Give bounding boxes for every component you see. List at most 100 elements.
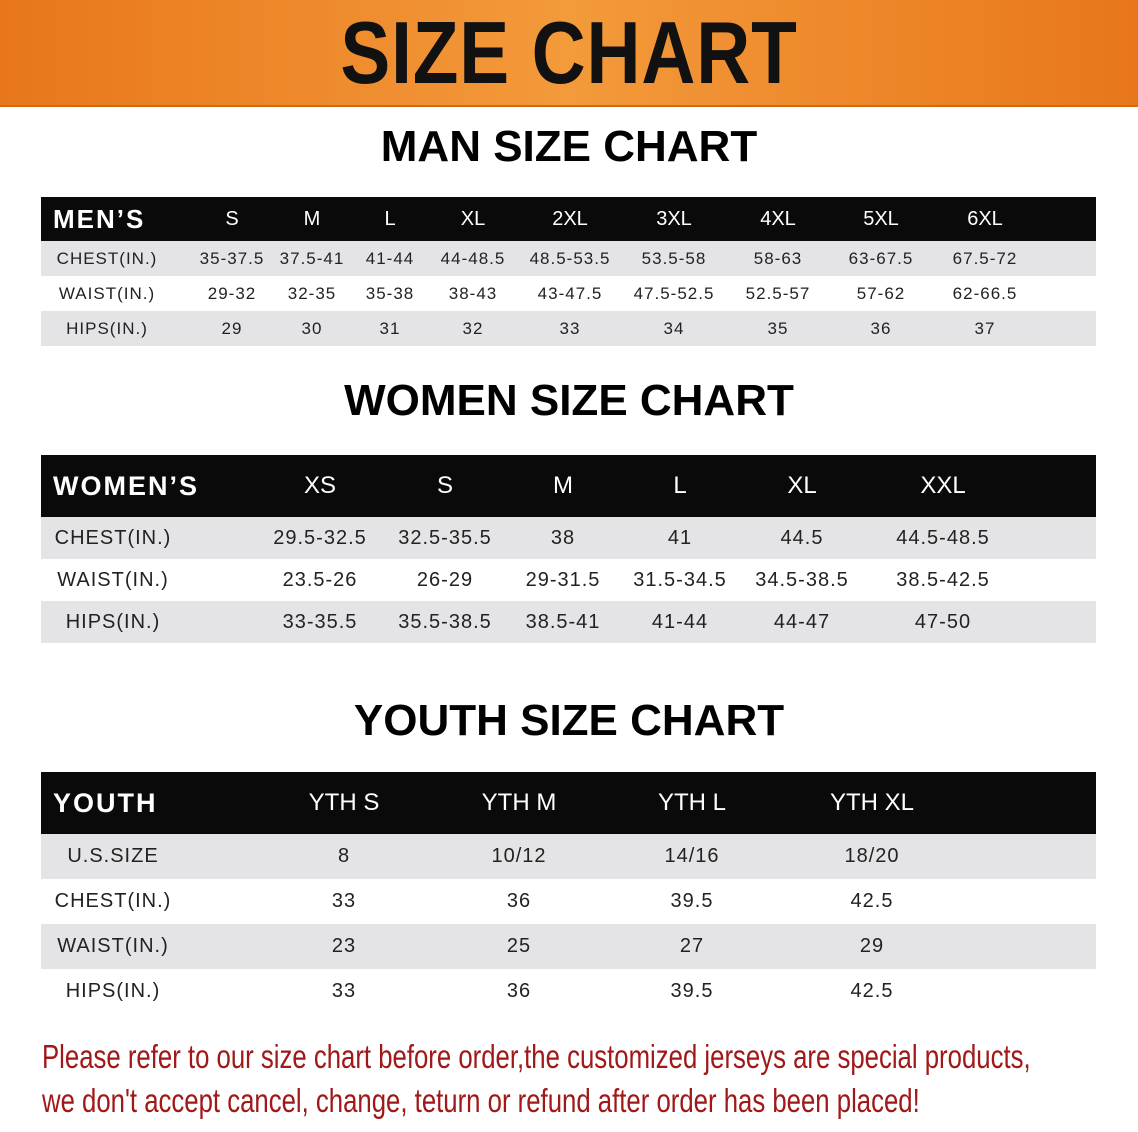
table-cell: 63-67.5 bbox=[848, 248, 914, 268]
table-cell: 23.5-26 bbox=[282, 568, 358, 591]
row-label: WAIST(IN.) bbox=[57, 935, 169, 957]
table-cell: 29-32 bbox=[207, 283, 257, 303]
table-cell: 42.5 bbox=[850, 890, 894, 912]
table-cell: 33 bbox=[331, 980, 357, 1002]
table-cell: 47.5-52.5 bbox=[633, 283, 715, 303]
youth-size-table: YOUTH YTH S YTH M YTH L YTH XL U.S.SIZE 8 10/12… bbox=[41, 772, 1096, 1015]
size-column-header: L bbox=[673, 472, 687, 499]
table-cell: 33-35.5 bbox=[282, 610, 358, 633]
size-column-header: XL bbox=[787, 472, 817, 499]
table-cell: 33 bbox=[331, 890, 357, 912]
row-label: HIPS(IN.) bbox=[66, 318, 148, 338]
table-cell: 38.5-42.5 bbox=[896, 568, 990, 591]
table-cell: 35-37.5 bbox=[199, 248, 265, 268]
size-column-header: YTH XL bbox=[829, 789, 915, 816]
table-cell: 26-29 bbox=[416, 568, 474, 591]
table-cell: 35-38 bbox=[365, 283, 415, 303]
table-cell: 67.5-72 bbox=[952, 248, 1018, 268]
size-column-header: M bbox=[553, 472, 573, 499]
notice-line-1: Please refer to our size chart before or… bbox=[42, 1038, 1031, 1075]
table-cell: 29.5-32.5 bbox=[273, 526, 367, 549]
youth-section-title: YOUTH SIZE CHART bbox=[353, 696, 785, 745]
table-header-label: YOUTH bbox=[53, 787, 158, 818]
table-cell: 32.5-35.5 bbox=[398, 526, 492, 549]
row-label: WAIST(IN.) bbox=[58, 283, 156, 303]
table-cell: 62-66.5 bbox=[952, 283, 1018, 303]
table-cell: 36 bbox=[506, 980, 532, 1002]
table-cell: 41 bbox=[667, 526, 693, 549]
table-row: WAIST(IN.) 23 25 27 29 bbox=[41, 924, 1096, 969]
table-cell: 58-63 bbox=[753, 248, 803, 268]
table-cell: 43-47.5 bbox=[537, 283, 603, 303]
table-row: WAIST(IN.) 29-32 32-35 35-38 38-43 43-47.5 47.… bbox=[41, 276, 1096, 311]
table-cell: 41-44 bbox=[365, 248, 415, 268]
table-cell: 31 bbox=[379, 318, 401, 338]
table-cell: 38-43 bbox=[448, 283, 498, 303]
row-label: CHEST(IN.) bbox=[54, 890, 172, 912]
table-cell: 35.5-38.5 bbox=[398, 610, 492, 633]
size-column-header: XXL bbox=[920, 472, 966, 499]
table-cell: 31.5-34.5 bbox=[633, 568, 727, 591]
size-column-header: S bbox=[225, 207, 239, 230]
table-row: CHEST(IN.) 29.5-32.5 32.5-35.5 38 41 44.5 44.5… bbox=[41, 517, 1096, 559]
size-column-header: YTH L bbox=[657, 789, 727, 816]
men-size-table: MEN’S S M L XL 2XL 3XL 4XL 5XL 6XL CHEST(IN.) 35-37… bbox=[41, 197, 1096, 346]
table-cell: 34.5-38.5 bbox=[755, 568, 849, 591]
table-cell: 52.5-57 bbox=[745, 283, 811, 303]
table-cell: 18/20 bbox=[844, 845, 900, 867]
table-cell: 47-50 bbox=[914, 610, 972, 633]
size-column-header: 4XL bbox=[760, 207, 796, 230]
table-cell: 39.5 bbox=[670, 980, 714, 1002]
table-header-label: MEN’S bbox=[53, 203, 146, 234]
table-row: CHEST(IN.) 35-37.5 37.5-41 41-44 44-48.5 48.5… bbox=[41, 241, 1096, 276]
table-cell: 32-35 bbox=[287, 283, 337, 303]
table-cell: 36 bbox=[506, 890, 532, 912]
table-row: HIPS(IN.) 29 30 31 32 33 34 35 36 37 bbox=[41, 311, 1096, 346]
table-cell: 44.5 bbox=[780, 526, 824, 549]
table-cell: 42.5 bbox=[850, 980, 894, 1002]
table-cell: 27 bbox=[679, 935, 705, 957]
row-label: CHEST(IN.) bbox=[56, 248, 158, 268]
size-column-header: 6XL bbox=[967, 207, 1003, 230]
table-header-row: YOUTH YTH S YTH M YTH L YTH XL bbox=[41, 772, 1096, 834]
size-column-header: M bbox=[303, 207, 321, 230]
table-cell: 10/12 bbox=[491, 845, 547, 867]
women-section-title: WOMEN SIZE CHART bbox=[344, 376, 794, 425]
table-cell: 48.5-53.5 bbox=[529, 248, 611, 268]
table-cell: 29 bbox=[221, 318, 243, 338]
table-cell: 29 bbox=[859, 935, 885, 957]
size-column-header: YTH M bbox=[481, 789, 557, 816]
table-header-label: WOMEN’S bbox=[53, 470, 199, 501]
men-section-title: MAN SIZE CHART bbox=[380, 122, 758, 171]
size-column-header: 3XL bbox=[656, 207, 692, 230]
table-cell: 34 bbox=[663, 318, 685, 338]
size-column-header: XL bbox=[460, 207, 486, 230]
size-column-header: 5XL bbox=[863, 207, 899, 230]
size-column-header: YTH S bbox=[308, 789, 380, 816]
women-size-table: WOMEN’S XS S M L XL XXL CHEST(IN.) 29.5-32.5 32.5… bbox=[41, 455, 1096, 644]
row-label: U.S.SIZE bbox=[67, 845, 159, 867]
table-cell: 14/16 bbox=[664, 845, 720, 867]
size-column-header: S bbox=[436, 472, 454, 499]
table-cell: 25 bbox=[506, 935, 532, 957]
table-cell: 29-31.5 bbox=[525, 568, 601, 591]
table-cell: 41-44 bbox=[651, 610, 709, 633]
table-cell: 37.5-41 bbox=[279, 248, 345, 268]
table-cell: 32 bbox=[462, 318, 484, 338]
table-cell: 23 bbox=[331, 935, 357, 957]
row-label: WAIST(IN.) bbox=[57, 568, 169, 591]
table-cell: 44-48.5 bbox=[440, 248, 506, 268]
size-column-header: 2XL bbox=[552, 207, 588, 230]
banner-title: SIZE CHART bbox=[340, 3, 798, 102]
size-column-header: L bbox=[384, 207, 396, 230]
table-cell: 53.5-58 bbox=[641, 248, 707, 268]
row-label: HIPS(IN.) bbox=[65, 610, 161, 633]
size-column-header: XS bbox=[303, 472, 337, 499]
table-cell: 39.5 bbox=[670, 890, 714, 912]
table-cell: 38 bbox=[550, 526, 576, 549]
table-cell: 30 bbox=[301, 318, 323, 338]
table-cell: 44-47 bbox=[773, 610, 831, 633]
table-row: CHEST(IN.) 33 36 39.5 42.5 bbox=[41, 879, 1096, 924]
table-cell: 8 bbox=[337, 845, 351, 867]
table-header-row: WOMEN’S XS S M L XL XXL bbox=[41, 455, 1096, 517]
